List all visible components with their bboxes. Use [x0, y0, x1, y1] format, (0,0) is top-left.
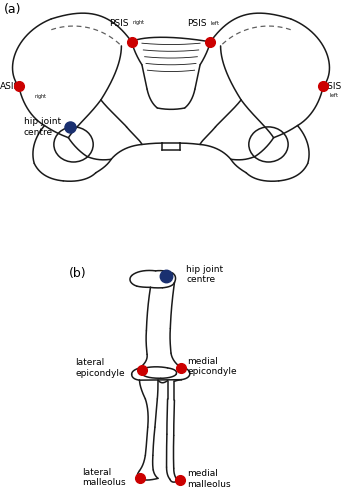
Text: (b): (b): [68, 268, 86, 280]
Text: ASIS: ASIS: [321, 82, 342, 91]
Text: medial
malleolus: medial malleolus: [187, 469, 231, 488]
Text: PSIS: PSIS: [187, 20, 207, 28]
Text: hip joint
centre: hip joint centre: [24, 117, 61, 136]
Text: hip joint
centre: hip joint centre: [186, 264, 224, 284]
Text: PSIS: PSIS: [109, 20, 128, 28]
Text: lateral
malleolus: lateral malleolus: [82, 468, 126, 487]
Text: (a): (a): [3, 2, 21, 16]
Text: ASIS: ASIS: [0, 82, 20, 91]
Text: $_\mathrm{right}$: $_\mathrm{right}$: [34, 92, 48, 102]
Text: $_\mathrm{left}$: $_\mathrm{left}$: [210, 20, 220, 28]
Text: $_\mathrm{right}$: $_\mathrm{right}$: [132, 18, 145, 28]
Text: $_\mathrm{left}$: $_\mathrm{left}$: [329, 92, 339, 100]
Text: medial
epicondyle: medial epicondyle: [187, 357, 237, 376]
Text: lateral
epicondyle: lateral epicondyle: [75, 358, 125, 378]
